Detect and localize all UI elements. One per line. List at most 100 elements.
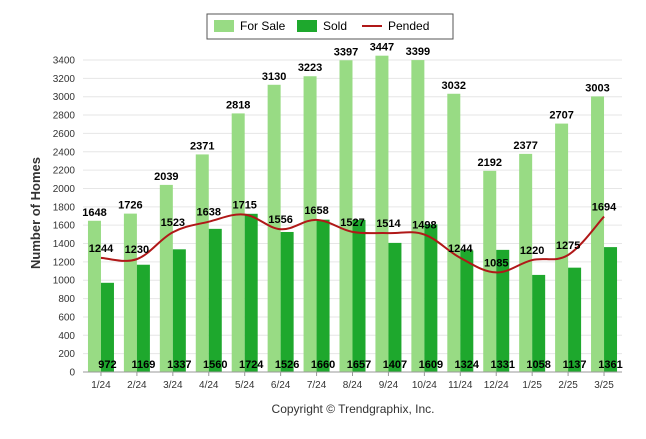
sold-value-label: 1526 bbox=[275, 359, 299, 371]
bar-for-sale bbox=[231, 113, 245, 373]
y-tick-label: 1800 bbox=[53, 202, 76, 213]
copyright-credit: Copyright © Trendgraphix, Inc. bbox=[272, 402, 435, 416]
x-tick-label: 3/24 bbox=[163, 380, 183, 391]
for-sale-value-label: 3003 bbox=[585, 82, 609, 94]
bar-sold bbox=[136, 264, 150, 372]
sold-value-label: 1337 bbox=[167, 359, 191, 371]
for-sale-value-label: 3399 bbox=[406, 46, 430, 58]
y-tick-label: 1200 bbox=[53, 257, 76, 268]
x-tick-label: 1/24 bbox=[91, 380, 111, 391]
x-tick-label: 6/24 bbox=[271, 380, 291, 391]
pended-value-label: 1220 bbox=[520, 245, 544, 257]
bars-layer bbox=[87, 55, 618, 373]
x-tick-label: 4/24 bbox=[199, 380, 219, 391]
for-sale-value-label: 2818 bbox=[226, 99, 250, 111]
bar-for-sale bbox=[339, 60, 353, 372]
y-tick-label: 1400 bbox=[53, 239, 76, 250]
legend-swatch bbox=[297, 20, 317, 32]
bar-sold bbox=[568, 267, 582, 372]
legend-box bbox=[206, 13, 454, 40]
bar-sold bbox=[352, 219, 366, 372]
x-tick-label: 12/24 bbox=[484, 380, 509, 391]
pended-value-label: 1638 bbox=[197, 207, 221, 219]
bar-for-sale bbox=[195, 154, 209, 372]
x-tick-label: 10/24 bbox=[412, 380, 437, 391]
bar-sold bbox=[280, 231, 294, 372]
bar-sold bbox=[424, 224, 438, 372]
bar-for-sale bbox=[123, 213, 137, 372]
x-axis-ticks: 1/24 2/24 3/24 4/24 5/24 6/24 7/24 8/24 9/24 10/2… bbox=[91, 372, 614, 391]
pended-value-label: 1527 bbox=[340, 217, 364, 229]
sold-value-label: 1660 bbox=[311, 359, 335, 371]
y-tick-label: 3000 bbox=[53, 92, 76, 103]
x-tick-label: 7/24 bbox=[307, 380, 327, 391]
pended-value-label: 1230 bbox=[125, 244, 149, 256]
y-axis-ticks: 0 200 400 600 800 1000 1200 1400 1600 1800 2000 220… bbox=[53, 56, 76, 379]
bar-sold bbox=[604, 247, 618, 372]
sold-value-label: 1324 bbox=[455, 359, 480, 371]
sold-value-label: 1657 bbox=[347, 359, 371, 371]
y-tick-label: 2000 bbox=[53, 184, 76, 195]
sold-value-label: 1560 bbox=[203, 359, 227, 371]
bar-for-sale bbox=[375, 55, 389, 372]
y-tick-label: 0 bbox=[69, 368, 75, 379]
for-sale-value-label: 3447 bbox=[370, 42, 394, 54]
y-tick-label: 2400 bbox=[53, 147, 76, 158]
for-sale-value-label: 2192 bbox=[477, 157, 501, 169]
bar-for-sale bbox=[159, 184, 173, 372]
pended-line bbox=[100, 213, 605, 274]
bar-sold bbox=[532, 274, 546, 372]
for-sale-value-label: 3223 bbox=[298, 62, 322, 74]
sold-value-label: 1724 bbox=[239, 359, 264, 371]
legend-swatch bbox=[214, 20, 234, 32]
bar-sold bbox=[208, 228, 222, 372]
sold-value-label: 1407 bbox=[383, 359, 407, 371]
bar-sold bbox=[496, 249, 510, 372]
for-sale-value-label: 1726 bbox=[118, 200, 142, 212]
x-tick-label: 2/25 bbox=[558, 380, 578, 391]
pended-value-label: 1694 bbox=[592, 202, 617, 214]
bar-for-sale bbox=[591, 96, 605, 372]
bar-for-sale bbox=[411, 60, 425, 372]
y-tick-label: 2800 bbox=[53, 111, 76, 122]
for-sale-value-label: 1648 bbox=[82, 207, 106, 219]
x-tick-label: 9/24 bbox=[379, 380, 399, 391]
sold-value-label: 1331 bbox=[490, 359, 514, 371]
for-sale-value-label: 3130 bbox=[262, 71, 286, 83]
for-sale-value-label: 3397 bbox=[334, 46, 358, 58]
pended-value-label: 1244 bbox=[448, 243, 473, 255]
legend-label: Sold bbox=[323, 19, 347, 33]
for-sale-value-label: 2707 bbox=[549, 110, 573, 122]
sold-value-label: 1169 bbox=[131, 359, 155, 371]
bar-for-sale bbox=[303, 76, 317, 372]
data-labels-layer: 1648 972 1726 1169 2039 1337 2371 1560 2818 1724 3… bbox=[82, 42, 623, 371]
pended-value-label: 1514 bbox=[376, 218, 401, 230]
pended-value-label: 1715 bbox=[232, 200, 256, 212]
pended-value-label: 1085 bbox=[484, 257, 508, 269]
pended-value-label: 1556 bbox=[268, 214, 292, 226]
for-sale-value-label: 3032 bbox=[442, 80, 466, 92]
bar-sold bbox=[388, 242, 402, 372]
legend: For Sale Sold Pended bbox=[206, 13, 454, 40]
pended-line-layer bbox=[100, 213, 605, 274]
pended-value-label: 1498 bbox=[412, 220, 436, 232]
pended-value-label: 1658 bbox=[304, 205, 328, 217]
sold-value-label: 972 bbox=[98, 359, 116, 371]
bar-sold bbox=[100, 282, 114, 372]
y-tick-label: 1600 bbox=[53, 221, 76, 232]
x-tick-label: 11/24 bbox=[448, 380, 473, 391]
y-tick-label: 3400 bbox=[53, 56, 76, 67]
y-tick-label: 600 bbox=[58, 312, 75, 323]
legend-label: For Sale bbox=[240, 19, 286, 33]
for-sale-value-label: 2039 bbox=[154, 171, 178, 183]
y-tick-label: 3200 bbox=[53, 74, 76, 85]
legend-label: Pended bbox=[388, 19, 429, 33]
for-sale-value-label: 2371 bbox=[190, 140, 214, 152]
pended-value-label: 1244 bbox=[89, 243, 114, 255]
y-tick-label: 2200 bbox=[53, 166, 76, 177]
y-tick-label: 200 bbox=[58, 349, 75, 360]
for-sale-value-label: 2377 bbox=[513, 140, 537, 152]
bar-for-sale bbox=[447, 93, 461, 372]
bar-sold bbox=[460, 250, 474, 372]
